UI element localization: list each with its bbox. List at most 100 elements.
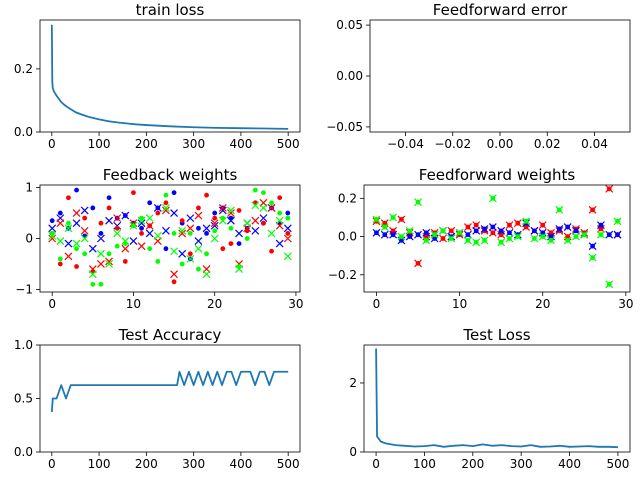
axes-frame <box>369 19 631 133</box>
data-point-x <box>596 230 605 239</box>
axes-frame <box>39 19 301 133</box>
data-point-dot <box>228 241 234 247</box>
subplot-2: Feedforward error −0.04 −0.02 0.00 0.02 0.04 −… <box>326 1 631 151</box>
data-point-x <box>88 244 97 253</box>
x-tick-label: 100 <box>413 457 436 471</box>
data-point-dot <box>196 266 201 272</box>
data-point-x <box>588 253 597 262</box>
data-point-x <box>513 232 522 241</box>
data-point-x <box>488 228 497 237</box>
data-point-dot <box>74 264 79 269</box>
y-tick-label: 0.2 <box>338 191 357 205</box>
data-point-x <box>113 229 122 238</box>
data-point-x <box>580 230 589 239</box>
data-point-dot <box>155 210 161 216</box>
data-point-x <box>480 225 489 233</box>
y-tick-label: 0.0 <box>338 230 357 244</box>
data-point-x <box>513 219 522 228</box>
data-point-x <box>588 242 597 251</box>
x-tick-label: 0 <box>373 297 381 311</box>
y-tick-label: −1 <box>15 282 33 296</box>
data-point-dot <box>236 208 242 213</box>
data-point-x <box>80 234 89 243</box>
data-point-dot <box>196 205 201 211</box>
data-point-x <box>227 216 235 225</box>
data-point-dot <box>131 190 136 196</box>
data-point-x <box>137 216 146 225</box>
data-point-x <box>121 237 130 245</box>
data-point-x <box>267 229 276 238</box>
x-tick-label: 500 <box>277 457 300 471</box>
data-point-dot <box>204 192 209 198</box>
x-tick-label: 400 <box>229 457 252 471</box>
plot-area <box>375 348 618 449</box>
data-point-x <box>170 247 178 256</box>
data-point-x <box>414 198 422 207</box>
data-point-x <box>455 228 464 237</box>
data-point-x <box>210 234 219 243</box>
data-point-x <box>447 234 456 243</box>
data-point-x <box>463 230 472 239</box>
data-point-x <box>372 215 381 224</box>
data-point-dot <box>171 190 177 196</box>
data-point-dot <box>74 187 79 193</box>
y-tick-label: 0 <box>25 232 33 246</box>
data-point-x <box>439 234 447 243</box>
plot-area <box>50 24 289 130</box>
data-point-x <box>72 239 81 248</box>
data-point-dot <box>228 225 234 231</box>
subplot-title: train loss <box>136 1 205 19</box>
data-point-dot <box>147 246 153 252</box>
series-line <box>50 370 289 412</box>
data-point-x <box>505 228 514 237</box>
data-point-dot <box>179 261 185 267</box>
data-point-x <box>422 236 431 245</box>
x-tick-label: 300 <box>182 457 205 471</box>
data-point-dot <box>179 218 185 224</box>
subplot-4: Feedforward weights 0 10 20 30 −0.2 0.0 0.2 <box>328 166 634 311</box>
data-point-x <box>275 216 284 225</box>
data-point-x <box>275 239 284 248</box>
data-point-x <box>227 209 235 217</box>
data-point-x <box>186 214 195 223</box>
x-tick-label: 0.00 <box>487 137 514 151</box>
data-point-dot <box>57 261 63 267</box>
data-point-x <box>186 254 195 263</box>
data-point-x <box>397 215 406 224</box>
y-tick-label: 0.0 <box>14 445 33 459</box>
y-tick-label: 0.00 <box>336 69 363 83</box>
data-point-x <box>145 229 154 238</box>
data-point-dot <box>252 187 258 193</box>
data-point-x <box>72 209 81 217</box>
data-point-x <box>397 232 406 241</box>
data-point-x <box>97 234 105 243</box>
data-point-dot <box>171 279 177 285</box>
data-point-x <box>414 259 422 268</box>
data-point-x <box>463 236 472 245</box>
data-point-dot <box>285 215 291 221</box>
data-point-x <box>389 230 398 239</box>
data-point-dot <box>139 231 144 236</box>
data-point-x <box>522 217 531 226</box>
x-tick-label: −0.04 <box>387 137 424 151</box>
data-point-x <box>563 223 572 231</box>
data-point-x <box>547 236 555 245</box>
data-point-x <box>613 217 622 226</box>
data-point-x <box>145 221 154 230</box>
subplot-5: Test Accuracy 0 100 200 300 400 500 0.0 0.5 1.0 <box>14 326 301 471</box>
data-point-x <box>178 226 187 235</box>
data-point-x <box>283 234 292 243</box>
data-point-x <box>422 228 431 237</box>
x-tick-label: 300 <box>510 457 533 471</box>
data-point-dot <box>98 231 104 236</box>
data-point-x <box>56 219 65 228</box>
data-point-dot <box>90 205 96 211</box>
data-point-x <box>380 230 389 239</box>
data-point-x <box>48 232 57 240</box>
data-point-x <box>137 242 146 251</box>
y-tick-label: −0.05 <box>326 120 363 134</box>
data-point-dot <box>139 225 144 231</box>
data-point-x <box>605 280 614 289</box>
y-tick-label: 0.2 <box>14 62 33 76</box>
